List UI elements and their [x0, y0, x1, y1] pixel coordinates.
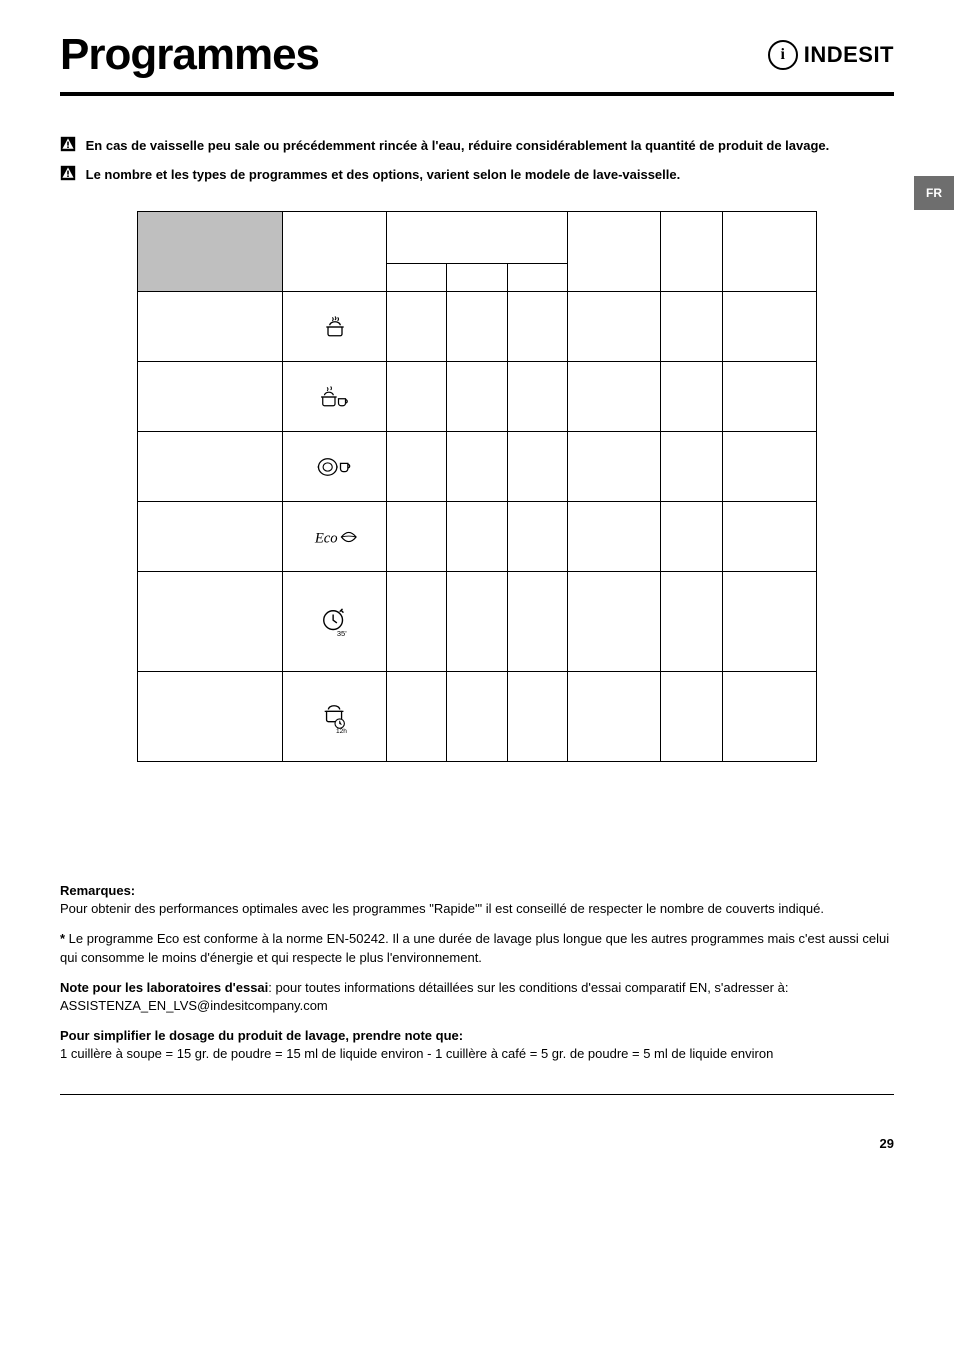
table-cell: [723, 292, 817, 362]
brand-text: Indesit: [804, 42, 894, 68]
table-body: [138, 292, 817, 762]
table-cell: [567, 672, 660, 762]
table-cell: [661, 572, 723, 672]
table-cell: [447, 572, 507, 672]
table-header-cell: [567, 212, 660, 292]
remarks-p3: Note pour les laboratoires d'essai: pour…: [60, 979, 894, 1015]
table-cell: [723, 362, 817, 432]
table-row: [138, 362, 817, 432]
table-cell: [138, 292, 283, 362]
table-cell: [138, 672, 283, 762]
table-cell: [507, 502, 567, 572]
table-cell: [507, 572, 567, 672]
remarks-p4-bold: Pour simplifier le dosage du produit de …: [60, 1028, 463, 1043]
header-rule: [60, 92, 894, 96]
table-cell: [567, 572, 660, 672]
table-header-cell: [138, 212, 283, 292]
brand-logo: i Indesit: [768, 40, 894, 80]
warning-line: En cas de vaisselle peu sale ou précédem…: [60, 136, 894, 155]
remarks-p3-bold: Note pour les laboratoires d'essai: [60, 980, 268, 995]
table-cell: [447, 672, 507, 762]
table-cell: [138, 362, 283, 432]
table-row: [138, 292, 817, 362]
table-row: [138, 572, 817, 672]
page-number: 29: [880, 1136, 894, 1151]
brand-icon: i: [768, 40, 798, 70]
warning-text: En cas de vaisselle peu sale ou précédem…: [86, 138, 830, 153]
page-root: Programmes i Indesit FR En cas de vaisse…: [0, 0, 954, 1175]
pot-steam-icon: [321, 313, 349, 341]
table-cell: [661, 292, 723, 362]
pot-cup-steam-icon: [318, 383, 352, 411]
table-cell: [138, 432, 283, 502]
remarks-p1: Pour obtenir des performances optimales …: [60, 901, 824, 916]
table-header-cell: [283, 212, 387, 292]
table-cell: [661, 502, 723, 572]
table-cell: [447, 502, 507, 572]
table-cell: [387, 572, 447, 672]
plate-cup-icon: [316, 456, 354, 478]
table-cell: [507, 672, 567, 762]
table-cell: [447, 292, 507, 362]
remarks-p4-rest: 1 cuillère à soupe = 15 gr. de poudre = …: [60, 1046, 773, 1061]
remarks-p4: Pour simplifier le dosage du produit de …: [60, 1027, 894, 1063]
table-cell: [138, 502, 283, 572]
table-header-cell: [661, 212, 723, 292]
table-cell: [661, 432, 723, 502]
table-cell: [507, 292, 567, 362]
clock-35-icon: [320, 605, 350, 639]
warning-icon: [60, 165, 76, 181]
table-header-subcell: [447, 264, 507, 292]
page-title: Programmes: [60, 30, 319, 80]
warning-text: Le nombre et les types de programmes et …: [86, 167, 681, 182]
table-cell: [507, 362, 567, 432]
table-cell: [723, 572, 817, 672]
table-cell: [567, 292, 660, 362]
footer-rule: [60, 1094, 894, 1095]
table-cell: [723, 672, 817, 762]
table-cell: [567, 362, 660, 432]
pot-clock-12-icon: [320, 700, 350, 734]
table-cell: [661, 362, 723, 432]
header: Programmes i Indesit: [60, 30, 894, 80]
table-cell: [387, 432, 447, 502]
table-cell: [723, 432, 817, 502]
table-cell: [447, 362, 507, 432]
table-cell: [507, 432, 567, 502]
remarks-heading: Remarques: Pour obtenir des performances…: [60, 882, 894, 918]
table-cell: [387, 502, 447, 572]
programme-icon-cell: [283, 572, 387, 672]
programme-icon-cell: [283, 292, 387, 362]
table-row: [138, 502, 817, 572]
table-cell: [567, 432, 660, 502]
remarks-p2: * Le programme Eco est conforme à la nor…: [60, 930, 894, 966]
table-cell: [567, 502, 660, 572]
remarks-p2-text: Le programme Eco est conforme à la norme…: [60, 931, 889, 964]
programme-icon-cell: [283, 362, 387, 432]
table-header-cell: [723, 212, 817, 292]
warning-line: Le nombre et les types de programmes et …: [60, 165, 894, 184]
table-header-cell: [387, 212, 568, 264]
language-tab: FR: [914, 176, 954, 210]
table-header-subcell: [387, 264, 447, 292]
table-row: [138, 432, 817, 502]
table-cell: [387, 292, 447, 362]
remarks-block: Remarques: Pour obtenir des performances…: [60, 882, 894, 1064]
programme-icon-cell: [283, 672, 387, 762]
table-cell: [447, 432, 507, 502]
table-cell: [387, 362, 447, 432]
programme-icon-cell: [283, 502, 387, 572]
programme-icon-cell: [283, 432, 387, 502]
table-header-subcell: [507, 264, 567, 292]
remarks-heading-text: Remarques:: [60, 883, 135, 898]
table-cell: [661, 672, 723, 762]
table-cell: [723, 502, 817, 572]
eco-leaf-icon: [312, 526, 358, 548]
table-row: [138, 672, 817, 762]
warning-block: En cas de vaisselle peu sale ou précédem…: [60, 136, 894, 183]
table-cell: [387, 672, 447, 762]
programmes-table: [137, 211, 817, 762]
table-cell: [138, 572, 283, 672]
warning-icon: [60, 136, 76, 152]
